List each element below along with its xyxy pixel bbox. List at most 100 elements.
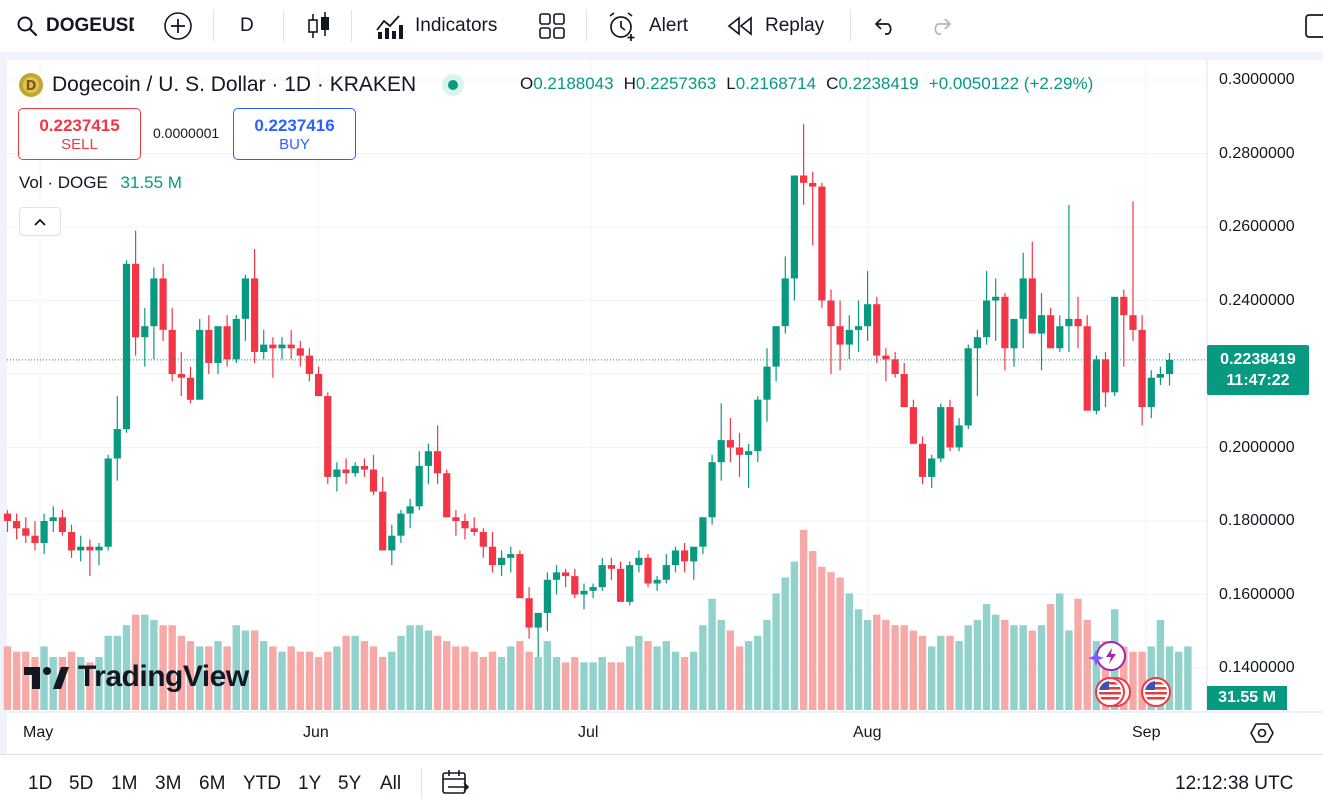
- indicators-icon: [376, 15, 403, 39]
- candle: [754, 396, 762, 463]
- chart-type-button[interactable]: [306, 0, 332, 52]
- range-3m-button[interactable]: 3M: [155, 773, 182, 794]
- replay-button[interactable]: Replay: [727, 0, 824, 52]
- volume-bar: [95, 657, 103, 710]
- range-6m-button[interactable]: 6M: [199, 773, 226, 794]
- range-5y-button[interactable]: 5Y: [338, 773, 362, 794]
- news-flag[interactable]: [1096, 641, 1126, 671]
- time-axis-label: Jul: [578, 724, 599, 741]
- candle: [928, 454, 936, 488]
- volume-bar: [49, 657, 57, 710]
- volume-value: 31.55 M: [120, 173, 182, 192]
- us-economic-event-flag[interactable]: [1094, 676, 1132, 713]
- range-1y-button[interactable]: 1Y: [298, 773, 322, 794]
- candle: [690, 546, 698, 580]
- candle-body: [928, 458, 936, 477]
- chart-pane[interactable]: [7, 60, 1323, 754]
- candle: [452, 510, 460, 536]
- candle-body: [836, 326, 844, 345]
- chart-title[interactable]: Dogecoin / U. S. Dollar · 1D · KRAKEN: [52, 73, 417, 96]
- redo-button[interactable]: [929, 0, 953, 52]
- volume-bar: [616, 662, 625, 710]
- range-all-button[interactable]: All: [380, 773, 402, 794]
- candle-body: [580, 590, 588, 595]
- candle-body: [818, 186, 826, 301]
- volume-bar: [40, 646, 48, 710]
- candle-body: [589, 587, 597, 591]
- candle-body: [635, 557, 643, 566]
- chart-settings-button[interactable]: [1250, 721, 1274, 750]
- us-economic-event-flag[interactable]: [1139, 676, 1173, 713]
- candle: [369, 454, 378, 496]
- buy-button[interactable]: 0.2237416 BUY: [233, 108, 356, 160]
- date-range-button[interactable]: [440, 768, 470, 803]
- volume-bar: [260, 641, 268, 710]
- candle-body: [1047, 315, 1055, 349]
- undo-button[interactable]: [873, 0, 897, 52]
- candle: [589, 583, 597, 599]
- volume-bar: [1037, 625, 1046, 710]
- candle-body: [86, 546, 94, 551]
- volume-bar: [488, 651, 497, 710]
- candle-body: [287, 344, 295, 349]
- price-axis-label: 0.2800000: [1219, 145, 1295, 162]
- candle: [159, 263, 167, 341]
- volume-bar: [671, 651, 680, 710]
- candle: [681, 543, 689, 573]
- volume-bar: [433, 635, 442, 710]
- volume-bar: [1120, 646, 1128, 710]
- range-5d-button[interactable]: 5D: [69, 773, 94, 794]
- candle-body: [415, 465, 423, 507]
- collapse-legend-button[interactable]: [19, 207, 61, 236]
- candle-body: [735, 447, 744, 455]
- candle: [653, 576, 661, 591]
- volume-bar: [424, 630, 433, 710]
- symbol-search-button[interactable]: DOGEUSD: [16, 0, 134, 52]
- candle: [992, 278, 1000, 341]
- candle: [488, 532, 497, 573]
- candle: [3, 510, 12, 532]
- candle-body: [406, 506, 414, 514]
- candle-body: [1101, 359, 1110, 393]
- candle-body: [507, 554, 515, 558]
- volume-bar: [1001, 619, 1009, 710]
- market-status-dot[interactable]: [442, 74, 465, 96]
- volume-bar: [799, 529, 808, 710]
- interval-button[interactable]: D: [240, 0, 254, 52]
- volume-bar: [744, 641, 753, 710]
- volume-bar: [113, 635, 121, 710]
- tradingview-mark-icon: [24, 667, 69, 689]
- alert-button[interactable]: Alert: [606, 0, 688, 52]
- layouts-button[interactable]: [538, 0, 566, 52]
- candle-body: [699, 517, 707, 547]
- volume-bar: [543, 641, 551, 710]
- volume-bar: [662, 641, 670, 710]
- sell-button[interactable]: 0.2237415 SELL: [18, 108, 141, 160]
- volume-bar: [891, 625, 899, 710]
- volume-bar: [360, 641, 369, 710]
- indicators-button[interactable]: Indicators: [375, 0, 497, 52]
- low-key: L: [726, 74, 736, 93]
- utc-clock[interactable]: 12:12:38 UTC: [1175, 773, 1294, 794]
- candle-body: [790, 175, 798, 279]
- candle: [525, 587, 533, 639]
- tradingview-logo[interactable]: TradingView: [22, 660, 249, 694]
- svg-text:D: D: [26, 79, 37, 94]
- volume-bar: [534, 657, 542, 710]
- fullscreen-button[interactable]: [1305, 0, 1323, 52]
- range-1d-button[interactable]: 1D: [28, 773, 53, 794]
- candle-body: [607, 565, 615, 569]
- range-1m-button[interactable]: 1M: [111, 773, 138, 794]
- volume-bar: [854, 609, 863, 710]
- volume-bar: [1074, 598, 1082, 710]
- volume-bar: [507, 646, 515, 710]
- candle: [49, 506, 57, 532]
- range-ytd-button[interactable]: YTD: [243, 773, 281, 794]
- candle-body: [443, 473, 451, 518]
- candle-body: [644, 557, 652, 584]
- volume-bar: [1028, 630, 1036, 710]
- candle: [735, 432, 744, 477]
- compare-symbol-button[interactable]: [163, 0, 193, 52]
- volume-legend: Vol · DOGE 31.55 M: [19, 173, 182, 193]
- candle-body: [1111, 296, 1119, 393]
